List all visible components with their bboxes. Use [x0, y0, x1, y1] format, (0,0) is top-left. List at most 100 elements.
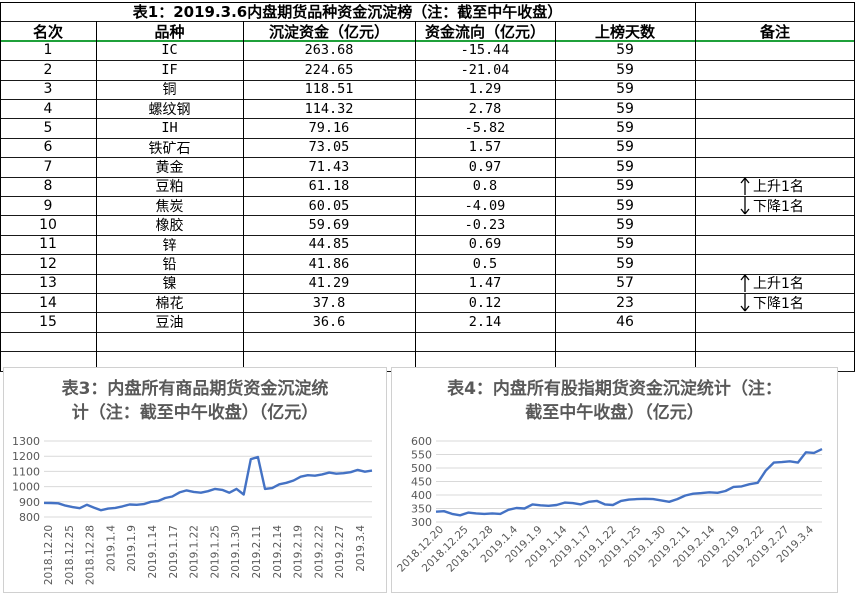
table-cell: 59 — [616, 158, 634, 175]
header-divider — [0, 39, 855, 42]
table-cell: 41.86 — [308, 255, 350, 272]
note-text: 下降1名 — [753, 198, 804, 215]
table-cell: 59 — [616, 81, 634, 98]
table-cell: 2.78 — [468, 100, 502, 117]
y-tick-label: 450 — [411, 476, 432, 489]
grid-col-line — [0, 2, 1, 371]
table-cell: 棉花 — [155, 295, 184, 312]
table-cell: 6 — [43, 139, 53, 156]
table-cell: 15 — [39, 314, 57, 331]
x-tick-label: 2018.12.28 — [85, 525, 97, 585]
grid-row-line — [0, 137, 855, 139]
table-cell: 镍 — [162, 276, 177, 293]
grid-col-line — [555, 21, 556, 371]
header-cell: 上榜天数 — [594, 22, 655, 41]
x-tick-label: 2019.2.11 — [251, 525, 263, 578]
table-cell: 2.14 — [468, 314, 502, 331]
table-cell: 橡胶 — [155, 218, 184, 235]
table-cell: 0.69 — [468, 236, 502, 253]
table-cell: 263.68 — [304, 42, 354, 59]
table-cell: 1.29 — [468, 81, 502, 98]
y-tick-label: 800 — [19, 511, 40, 524]
table-cell: 59 — [616, 100, 634, 117]
table-cell: 0.5 — [472, 255, 498, 272]
table-cell: -15.44 — [460, 42, 510, 59]
x-tick-label: 2019.2.14 — [272, 525, 284, 579]
note-text: 上升1名 — [753, 179, 804, 196]
table-cell: IH — [161, 120, 178, 137]
table-cell: 60.05 — [308, 197, 350, 214]
table-cell: 71.43 — [308, 158, 350, 175]
arrow-up-icon — [740, 274, 750, 293]
table-cell: -5.82 — [464, 120, 506, 137]
table-cell: 铁矿石 — [148, 140, 191, 157]
commodity-fund-chart: 表3：内盘所有商品期货资金沉淀统 计（注：截至中午收盘）（亿元） 800 900 1… — [3, 367, 387, 593]
table-cell: 73.05 — [308, 139, 350, 156]
table-cell: 59 — [616, 236, 634, 253]
grid-row-line — [0, 79, 855, 81]
table-cell: 0.12 — [468, 294, 502, 311]
table-cell: 0.97 — [468, 158, 502, 175]
grid-row-line — [0, 254, 855, 256]
y-tick-label: 500 — [411, 462, 432, 475]
x-tick-label: 2019.1.22 — [189, 525, 201, 578]
note-text: 上升1名 — [753, 276, 804, 293]
y-tick-label: 350 — [411, 503, 432, 516]
commodity-line-plot: 800 900 1000 1100 1200 1300 2018.12.20 2018.12.… — [12, 435, 373, 585]
header-cell: 备注 — [759, 22, 790, 41]
x-tick-label: 2019.1.25 — [209, 525, 221, 578]
table-cell: 14 — [39, 294, 57, 311]
table-cell: -21.04 — [460, 61, 510, 78]
chart-title-line-2: 计（注：截至中午收盘）（亿元） — [71, 403, 319, 423]
table-cell: 59 — [616, 120, 634, 137]
table-cell: 7 — [43, 158, 53, 175]
x-tick-label: 2019.1.14 — [147, 525, 159, 579]
index-line-plot: 3003504004505005506002018.12.202018.12.2… — [395, 435, 823, 575]
table-cell: 41.29 — [308, 275, 350, 292]
header-cell: 资金流向（亿元） — [424, 22, 545, 41]
header-cell: 沉淀资金（亿元） — [268, 22, 389, 41]
table-cell: 13 — [39, 275, 57, 292]
grid-row-line — [0, 2, 855, 3]
x-tick-label: 2019.1.9 — [126, 525, 138, 572]
chart-title-line-1: 表4：内盘所有股指期货资金沉淀统计（注： — [447, 379, 782, 399]
header-cell: 名次 — [32, 22, 63, 41]
table-cell: 8 — [43, 178, 53, 195]
grid-col-line — [695, 2, 696, 371]
table-cell: 44.85 — [308, 236, 350, 253]
table-cell: 5 — [43, 120, 53, 137]
table-cell: 0.8 — [472, 178, 498, 195]
grid-row-line — [0, 118, 855, 120]
x-tick-label: 2019.2.19 — [293, 525, 305, 578]
table-cell: 79.16 — [308, 120, 350, 137]
note-cell: 上升1名 — [740, 274, 804, 293]
table-cell: 3 — [43, 81, 53, 98]
table-cell: 铜 — [162, 82, 177, 99]
x-tick-label: 2019.2.27 — [334, 525, 346, 578]
table-cell: 59 — [616, 42, 634, 59]
table-cell: -4.09 — [464, 197, 506, 214]
grid-row-line — [0, 234, 855, 236]
table-cell: IC — [161, 42, 178, 59]
table-cell: 59 — [616, 197, 634, 214]
series-line — [435, 448, 823, 517]
arrow-down-icon — [740, 293, 750, 312]
table-cell: 59 — [616, 139, 634, 156]
note-cell: 上升1名 — [740, 177, 804, 196]
note-cell: 下降1名 — [740, 196, 804, 215]
table-cell: 118.51 — [304, 81, 354, 98]
table-cell: 锌 — [162, 237, 177, 254]
table-cell: 11 — [39, 236, 57, 253]
table-cell: -0.23 — [464, 217, 506, 234]
table-cell: 2 — [43, 61, 53, 78]
table-cell: 铅 — [162, 256, 177, 273]
table-cell: 4 — [43, 100, 53, 117]
table-cell: 1.47 — [468, 275, 502, 292]
index-fund-chart: 表4：内盘所有股指期货资金沉淀统计（注： 截至中午收盘）（亿元） 300 350 4… — [391, 367, 838, 593]
table-cell: 59 — [616, 217, 634, 234]
y-tick-label: 1000 — [12, 481, 40, 494]
x-tick-label: 2019.1.30 — [230, 525, 242, 578]
grid-row-line — [0, 293, 855, 294]
y-tick-label: 400 — [411, 489, 432, 502]
